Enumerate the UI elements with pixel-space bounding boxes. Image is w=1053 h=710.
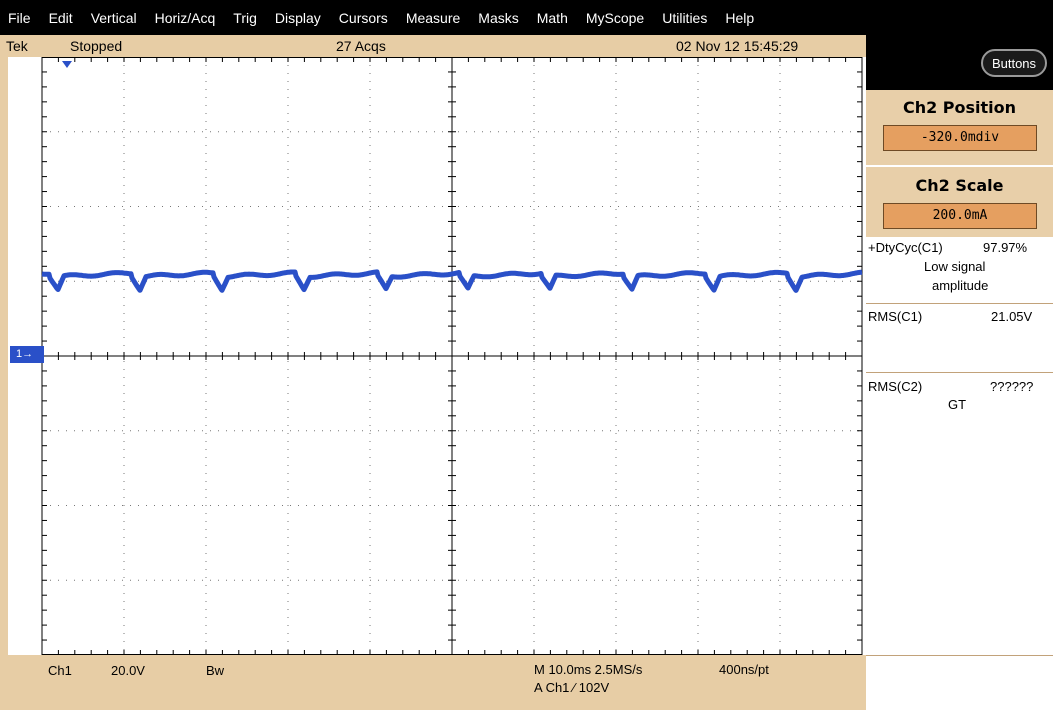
duty-cycle-measurement: +DtyCyc(C1) 97.97% Low signal amplitude	[866, 237, 1053, 303]
ch2-position-title: Ch2 Position	[902, 98, 1017, 117]
menu-masks[interactable]: Masks	[478, 9, 519, 26]
volts-per-div[interactable]: 20.0V	[111, 663, 145, 678]
duty-note-1: Low signal	[924, 259, 986, 274]
menu-vertical[interactable]: Vertical	[90, 9, 137, 26]
rms-c1-label: RMS(C1)	[868, 309, 923, 324]
menu-trig[interactable]: Trig	[233, 9, 257, 26]
ch1-marker-label: 1	[16, 348, 23, 360]
arrow-right-icon: →	[22, 348, 34, 360]
left-edge	[0, 57, 8, 655]
ch2-position-value[interactable]: -320.0mdiv	[883, 125, 1037, 151]
rms-c2-measurement: RMS(C2) ?????? GT	[866, 373, 1053, 655]
duty-note-2: amplitude	[932, 278, 989, 293]
graticule	[40, 56, 864, 656]
waveform-display[interactable]	[38, 56, 866, 656]
divider	[866, 372, 1053, 373]
buttons-button[interactable]: Buttons	[981, 49, 1047, 77]
menu-measure[interactable]: Measure	[405, 9, 461, 26]
ch2-scale-panel[interactable]: Ch2 Scale 200.0mA	[866, 167, 1053, 237]
timebase-readout[interactable]: M 10.0ms 2.5MS/s	[534, 662, 643, 677]
menu-edit[interactable]: Edit	[48, 9, 73, 26]
resolution-readout: 400ns/pt	[719, 662, 769, 677]
menu-file[interactable]: File	[8, 9, 31, 26]
bandwidth-label: Bw	[206, 663, 225, 678]
menu-cursors[interactable]: Cursors	[338, 9, 388, 26]
menu-myscope[interactable]: MyScope	[585, 9, 645, 26]
menu-help[interactable]: Help	[725, 9, 755, 26]
ch2-scale-title: Ch2 Scale	[915, 176, 1004, 195]
datetime: 02 Nov 12 15:45:29	[676, 38, 799, 54]
rms-c2-label: RMS(C2)	[868, 379, 923, 394]
menu-utilities[interactable]: Utilities	[662, 9, 708, 26]
menu-math[interactable]: Math	[536, 9, 568, 26]
rms-c1-measurement: RMS(C1) 21.05V	[866, 304, 1053, 372]
menu-display[interactable]: Display	[274, 9, 321, 26]
ch2-scale-value[interactable]: 200.0mA	[883, 203, 1037, 229]
divider	[866, 303, 1053, 304]
trigger-readout[interactable]: A Ch1 ∕ 102V	[534, 680, 610, 695]
menu-horiz-acq[interactable]: Horiz/Acq	[154, 9, 216, 26]
duty-value: 97.97%	[983, 240, 1028, 255]
menu-bar: File Edit Vertical Horiz/Acq Trig Displa…	[0, 0, 1053, 35]
ch2-position-panel[interactable]: Ch2 Position -320.0mdiv	[866, 90, 1053, 165]
rms-c1-value: 21.05V	[991, 309, 1033, 324]
divider	[866, 655, 1053, 656]
rms-c2-note: GT	[948, 397, 967, 412]
run-state: Stopped	[70, 38, 123, 54]
status-bar: Tek Stopped 27 Acqs 02 Nov 12 15:45:29	[0, 35, 866, 57]
channel-label[interactable]: Ch1	[48, 663, 72, 678]
brand-label: Tek	[6, 38, 28, 54]
acquisition-count: 27 Acqs	[336, 38, 386, 54]
duty-label: +DtyCyc(C1)	[868, 240, 943, 255]
right-footer	[866, 656, 1053, 710]
trigger-position-icon	[62, 61, 72, 68]
ch1-waveform-trace	[40, 269, 864, 293]
bottom-readout: Ch1 20.0V Bw M 10.0ms 2.5MS/s 400ns/pt A…	[0, 655, 866, 710]
ch1-ground-marker[interactable]: 1→	[10, 346, 44, 363]
rms-c2-value: ??????	[990, 379, 1034, 394]
